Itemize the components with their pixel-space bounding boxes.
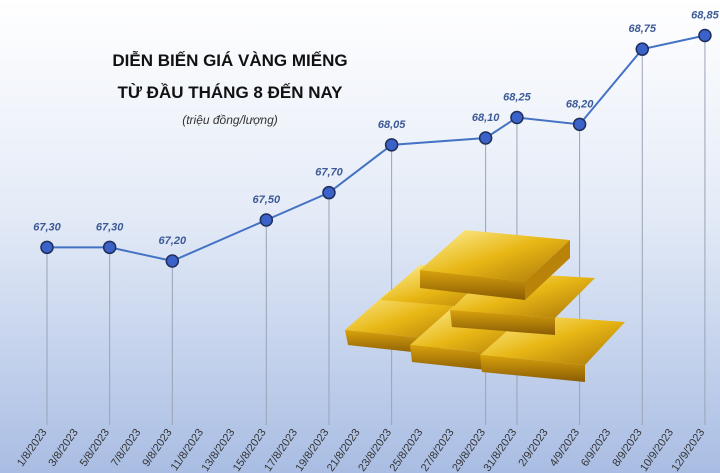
value-label: 67,30 [33, 221, 61, 233]
marker [635, 42, 650, 56]
unit-label: (triệu đồng/lượng) [182, 113, 278, 127]
chart-title: DIỄN BIẾN GIÁ VÀNG MIẾNG [112, 51, 347, 70]
value-label: 68,20 [566, 98, 594, 110]
marker [102, 240, 117, 255]
gold-bars [345, 230, 625, 382]
value-label: 68,75 [629, 23, 657, 35]
value-label: 67,30 [96, 221, 124, 233]
marker [510, 110, 524, 125]
value-label: 68,25 [503, 92, 531, 104]
marker [572, 117, 587, 132]
marker [259, 213, 274, 227]
marker [165, 254, 180, 268]
value-label: 67,50 [253, 194, 281, 206]
value-label: 68,05 [378, 119, 406, 131]
marker [322, 185, 336, 200]
value-label: 67,70 [315, 167, 343, 179]
marker [478, 131, 493, 145]
value-label: 68,10 [472, 112, 500, 124]
chart-subtitle: TỪ ĐẦU THÁNG 8 ĐẾN NAY [117, 83, 343, 102]
marker [384, 138, 399, 152]
marker [40, 240, 54, 255]
value-label: 68,85 [691, 10, 719, 22]
value-label: 67,20 [159, 235, 187, 247]
marker [698, 28, 712, 43]
